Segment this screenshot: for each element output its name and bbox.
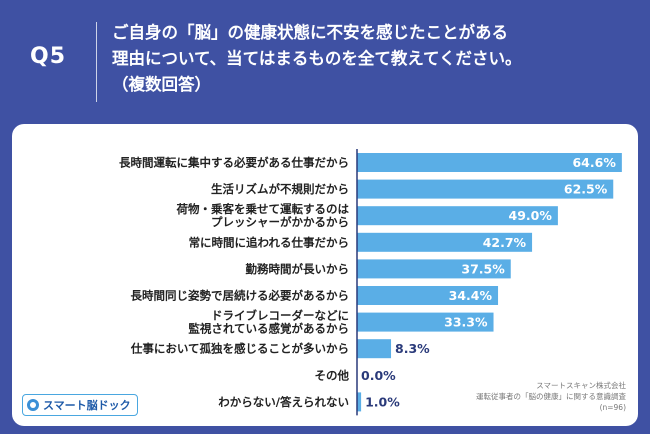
source-survey: 運転従事者の「脳の健康」に関する意識調査 [476, 392, 626, 401]
category-label-8: 仕事において孤独を感じることが多いから [130, 342, 349, 356]
value-label-3: 49.0% [509, 208, 553, 223]
question-header: Q5 ご自身の「脳」の健康状態に不安を感じたことがある 理由について、当てはまる… [0, 0, 650, 118]
category-label-7: ドライブレコーダーなどに監視されている感覚があるから [188, 309, 349, 336]
bar-chart: 長時間運転に集中する必要がある仕事だから生活リズムが不規則だから荷物・乗客を乗せ… [119, 149, 622, 416]
category-label-5: 勤務時間が長いから [246, 262, 350, 276]
value-label-8: 8.3% [395, 341, 430, 356]
value-label-7: 33.3% [444, 315, 488, 330]
value-label-9: 0.0% [361, 368, 396, 383]
bar-3 [357, 206, 558, 226]
bars-group [357, 153, 622, 412]
category-label-10: わからない/答えられない [218, 395, 349, 409]
value-label-1: 64.6% [572, 155, 616, 170]
category-labels-group: 長時間運転に集中する必要がある仕事だから生活リズムが不規則だから荷物・乗客を乗せ… [119, 156, 349, 409]
value-labels-group: 64.6% 62.5% 49.0% 42.7% 37.5% 34.4% 33.3% 8.3% 0… [361, 155, 616, 409]
question-number: Q5 [30, 44, 67, 69]
bar-2 [357, 179, 614, 199]
source-note: スマートスキャン株式会社 運転従事者の「脳の健康」に関する意識調査 (n=96) [476, 380, 626, 413]
category-label-3: 荷物・乗客を乗せて運転するのはプレッシャーがかかるから [176, 202, 350, 229]
bar-10 [357, 392, 362, 412]
brand-logo-text: スマート脳ドック [43, 399, 131, 412]
value-label-2: 62.5% [564, 182, 608, 197]
header-divider [96, 22, 97, 102]
bar-6 [357, 286, 499, 305]
brand-logo: スマート脳ドック [22, 394, 138, 416]
bar-5 [357, 259, 511, 279]
chart-panel: 長時間運転に集中する必要がある仕事だから生活リズムが不規則だから荷物・乗客を乗せ… [12, 124, 638, 426]
bar-1 [357, 153, 622, 172]
bar-8 [357, 339, 392, 359]
bar-4 [357, 232, 533, 252]
category-label-9: その他 [315, 368, 350, 382]
brain-dock-logo-icon [27, 399, 39, 411]
category-label-6: 長時間同じ姿勢で居続ける必要があるから [131, 289, 350, 303]
value-label-4: 42.7% [483, 235, 527, 250]
value-label-6: 34.4% [449, 288, 493, 303]
category-label-1: 長時間運転に集中する必要がある仕事だから [119, 156, 349, 170]
value-label-10: 1.0% [365, 394, 400, 409]
bar-7 [357, 312, 494, 332]
source-sample-size: (n=96) [599, 403, 626, 412]
category-label-4: 常に時間に追われる仕事だから [189, 235, 349, 249]
value-label-5: 37.5% [461, 261, 505, 276]
category-label-2: 生活リズムが不規則だから [211, 182, 349, 196]
source-company: スマートスキャン株式会社 [536, 381, 626, 390]
question-text: ご自身の「脳」の健康状態に不安を感じたことがある 理由について、当てはまるものを… [112, 23, 522, 94]
